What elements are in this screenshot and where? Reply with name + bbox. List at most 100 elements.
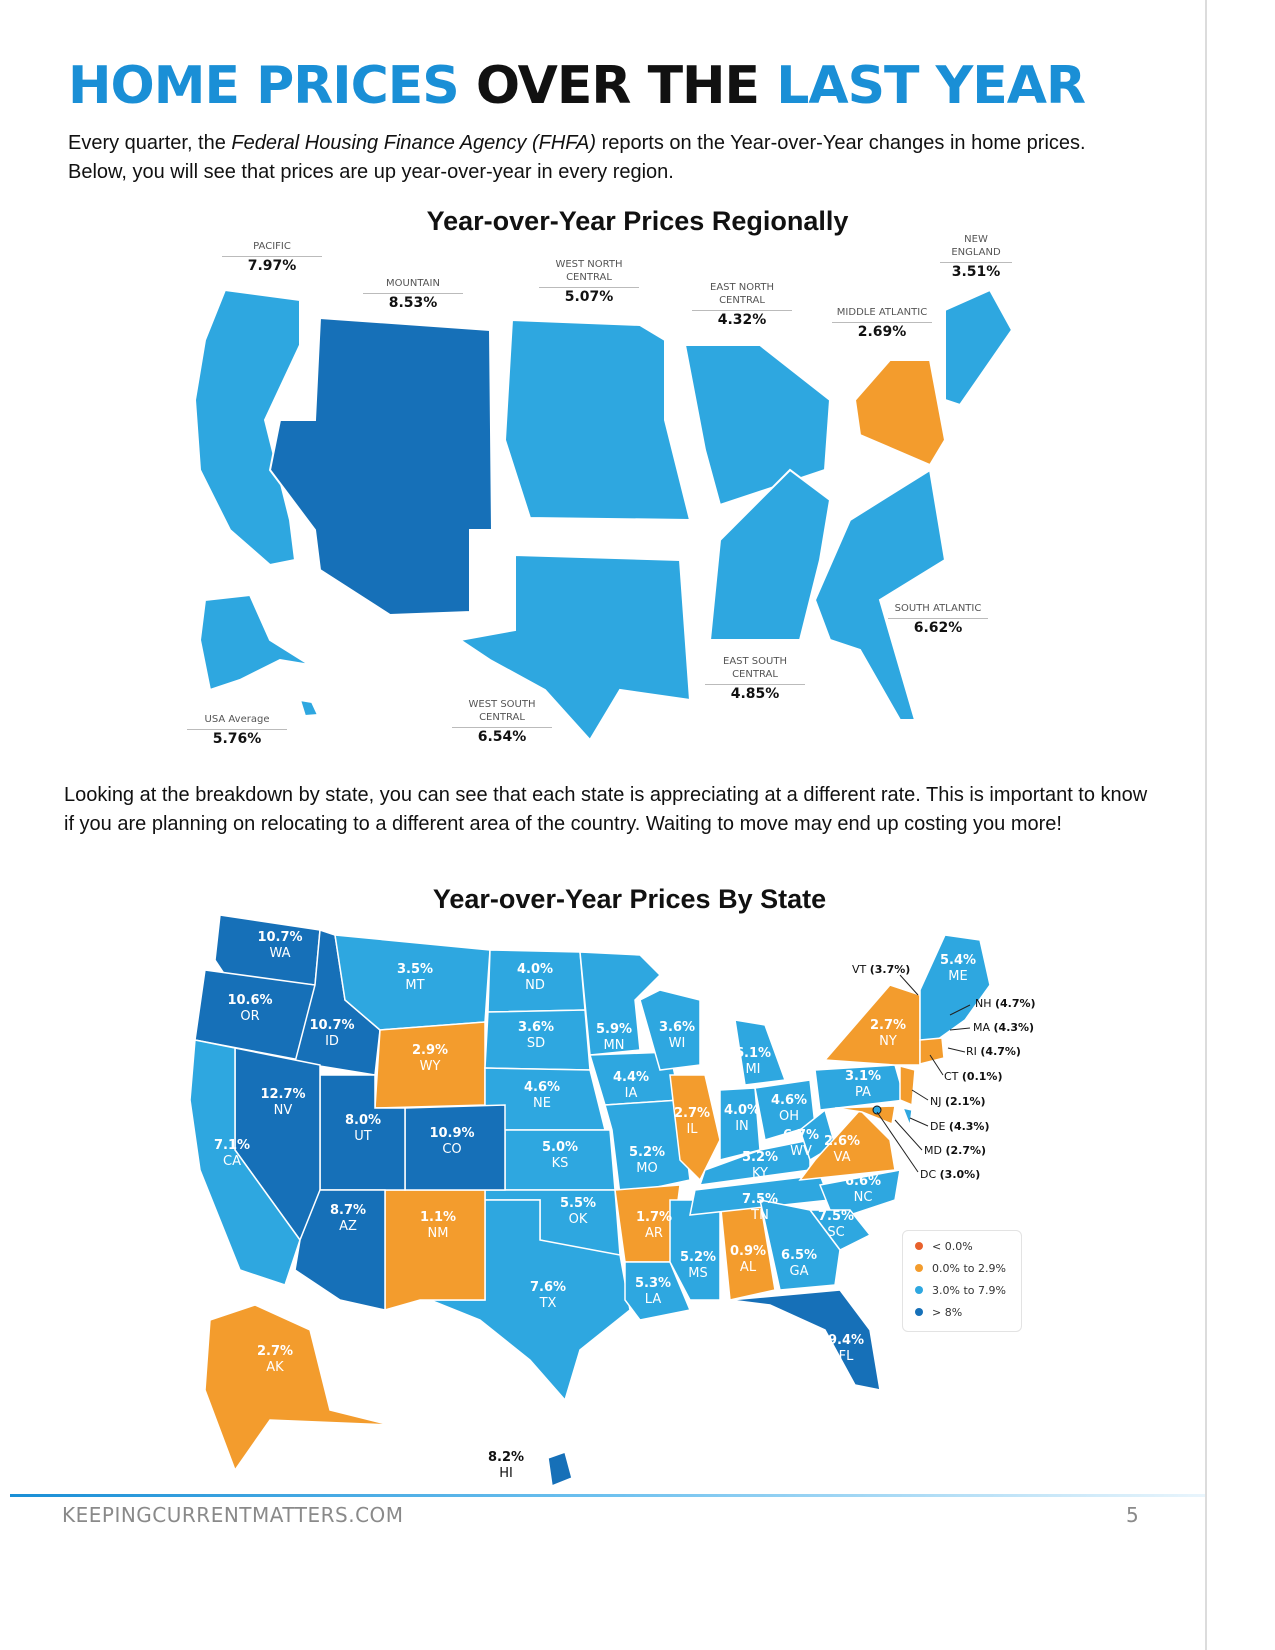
state-value: 12.7% <box>260 1087 306 1102</box>
state-label-fl: 9.4% FL <box>828 1333 864 1365</box>
state-code: SC <box>827 1225 845 1240</box>
state-value: 4.0% <box>723 1103 761 1118</box>
state-code: NC <box>853 1190 873 1205</box>
state-value: 8.0% <box>344 1113 382 1128</box>
callout-dc: DC (3.0%) <box>920 1168 981 1181</box>
callout-nh: NH (4.7%) <box>975 997 1036 1010</box>
state-code: NV <box>273 1103 293 1118</box>
state-code: WY <box>419 1059 441 1074</box>
state-label-nm: 1.1% NM <box>420 1210 456 1242</box>
state-code: UT <box>354 1129 372 1144</box>
dc-marker <box>872 1105 882 1115</box>
state-value: 10.6% <box>227 993 273 1008</box>
state-label-ca: 7.1% CA <box>214 1138 250 1170</box>
state-map <box>189 914 991 1488</box>
state-code: MS <box>688 1266 708 1281</box>
state-value: 5.2% <box>741 1150 779 1165</box>
legend-item: < 0.0% <box>915 1239 1021 1253</box>
state-value: 2.7% <box>256 1344 294 1359</box>
state-label-tx: 7.6% TX <box>530 1280 566 1312</box>
state-code: NY <box>879 1034 897 1049</box>
region-new-england <box>944 288 1014 407</box>
state-label-wi: 3.6% WI <box>659 1020 695 1052</box>
callout-md: MD (2.7%) <box>924 1144 987 1157</box>
region-label-usa-average: USA Average 5.76% <box>187 713 287 746</box>
callout-ri: RI (4.7%) <box>966 1045 1021 1058</box>
state-il <box>669 1074 721 1182</box>
region-label-south-atlantic: SOUTH ATLANTIC 6.62% <box>888 602 988 635</box>
region-label-pacific: PACIFIC 7.97% <box>222 240 322 273</box>
state-code: MT <box>405 978 425 993</box>
state-code: CA <box>223 1154 241 1169</box>
title-part-2: OVER THE <box>475 56 760 116</box>
region-pacific-alaska <box>198 593 311 692</box>
region-pacific-hawaii <box>298 698 320 718</box>
state-value: 3.6% <box>658 1020 696 1035</box>
state-value: 4.6% <box>523 1080 561 1095</box>
state-value: 4.4% <box>612 1070 650 1085</box>
state-label-ks: 5.0% KS <box>542 1140 578 1172</box>
state-la <box>624 1261 692 1321</box>
state-wi <box>639 989 701 1071</box>
footer-site: KEEPINGCURRENTMATTERS.COM <box>62 1503 404 1527</box>
state-code: OR <box>240 1009 260 1024</box>
intro-text-2: reports on the Year-over-Year changes in… <box>68 132 1086 183</box>
state-paragraph: Looking at the breakdown by state, you c… <box>64 784 1148 835</box>
state-code: IN <box>735 1119 749 1134</box>
state-ak <box>204 1304 391 1472</box>
state-label-ak: 2.7% AK <box>257 1344 293 1376</box>
state-code: KY <box>751 1166 768 1181</box>
state-label-ms: 5.2% MS <box>680 1250 716 1282</box>
callout-ma: MA (4.3%) <box>973 1021 1035 1034</box>
state-label-hi: 8.2% HI <box>488 1450 524 1482</box>
state-label-or: 10.6% OR <box>227 993 272 1025</box>
state-value: 10.9% <box>429 1126 475 1141</box>
state-mi <box>734 1019 787 1086</box>
region-west-south-central <box>457 553 692 742</box>
state-map-title: Year-over-Year Prices By State <box>432 884 827 914</box>
intro-agency: Federal Housing Finance Agency (FHFA) <box>231 132 597 154</box>
state-label-ny: 2.7% NY <box>870 1018 906 1050</box>
state-label-me: 5.4% ME <box>940 953 976 985</box>
state-label-ne: 4.6% NE <box>524 1080 560 1112</box>
state-label-sc: 7.5% SC <box>818 1209 854 1241</box>
regional-map-title: Year-over-Year Prices Regionally <box>426 206 849 236</box>
region-east-south-central <box>708 468 832 641</box>
region-label-mountain: MOUNTAIN 8.53% <box>363 277 463 310</box>
state-label-va: 2.6% VA <box>824 1134 860 1166</box>
state-label-tn: 7.5% TN <box>742 1192 778 1224</box>
state-value: 9.4% <box>827 1333 865 1348</box>
state-code: PA <box>855 1085 871 1100</box>
title-part-3: LAST YEAR <box>776 56 1086 116</box>
region-label-west-north-central: WEST NORTH CENTRAL 5.07% <box>539 258 639 304</box>
state-code: LA <box>644 1292 662 1307</box>
state-label-ga: 6.5% GA <box>781 1248 817 1280</box>
state-value: 2.7% <box>673 1106 711 1121</box>
state-value: 2.7% <box>869 1018 907 1033</box>
state-code: NM <box>427 1226 449 1241</box>
state-label-mo: 5.2% MO <box>629 1145 665 1177</box>
intro-text: Every quarter, the <box>68 132 232 154</box>
state-label-oh: 4.6% OH <box>771 1093 807 1125</box>
state-code: CO <box>442 1142 462 1157</box>
state-label-ar: 1.7% AR <box>636 1210 672 1242</box>
state-nj <box>899 1065 916 1107</box>
state-code: TN <box>751 1208 769 1223</box>
title-part-1: HOME PRICES <box>68 56 460 116</box>
state-va <box>798 1108 896 1181</box>
legend-swatch <box>915 1242 923 1250</box>
state-code: SD <box>526 1036 546 1051</box>
region-pacific <box>193 288 301 567</box>
state-ct <box>919 1037 945 1065</box>
state-label-mi: 6.1% MI <box>735 1046 771 1078</box>
region-middle-atlantic <box>853 359 947 467</box>
state-code: OH <box>778 1109 799 1124</box>
state-value: 5.0% <box>541 1140 579 1155</box>
map-legend: < 0.0% 0.0% to 2.9% 3.0% to 7.9% > 8% <box>902 1230 1022 1332</box>
page-border <box>1205 0 1207 1650</box>
state-code: AL <box>739 1260 757 1275</box>
state-label-co: 10.9% CO <box>429 1126 474 1158</box>
state-value: 6.7% <box>782 1128 820 1143</box>
